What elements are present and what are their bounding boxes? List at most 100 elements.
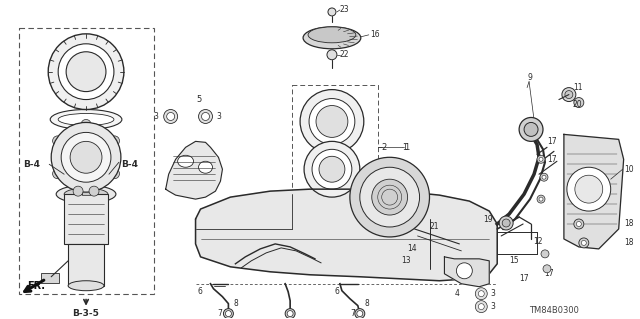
Circle shape — [357, 311, 363, 316]
Circle shape — [58, 44, 114, 100]
Text: 16: 16 — [370, 30, 380, 39]
Text: 9: 9 — [527, 73, 532, 82]
Text: 23: 23 — [340, 5, 349, 14]
Ellipse shape — [58, 114, 114, 125]
Text: 21: 21 — [429, 222, 439, 232]
Circle shape — [287, 311, 293, 316]
Text: 17: 17 — [519, 274, 529, 283]
Bar — [82, 187, 90, 195]
Circle shape — [579, 238, 589, 248]
Text: FR.: FR. — [28, 281, 45, 291]
Text: 7: 7 — [350, 309, 355, 318]
Text: 18: 18 — [625, 219, 634, 228]
Ellipse shape — [308, 27, 356, 43]
Circle shape — [537, 155, 545, 163]
Circle shape — [524, 122, 538, 137]
Circle shape — [543, 265, 551, 273]
Circle shape — [61, 132, 111, 182]
Circle shape — [70, 141, 102, 173]
Circle shape — [223, 308, 234, 319]
Polygon shape — [444, 257, 489, 287]
Ellipse shape — [68, 281, 104, 291]
Circle shape — [581, 241, 586, 245]
Circle shape — [539, 157, 543, 161]
Text: 8: 8 — [234, 299, 238, 308]
Ellipse shape — [64, 188, 108, 200]
Circle shape — [198, 109, 212, 123]
Text: 12: 12 — [533, 237, 543, 246]
Text: 13: 13 — [402, 256, 412, 265]
Text: 17: 17 — [544, 269, 554, 278]
Text: 7: 7 — [218, 309, 223, 318]
Circle shape — [542, 175, 546, 179]
Circle shape — [372, 179, 408, 215]
Text: 6: 6 — [198, 287, 202, 296]
Circle shape — [541, 250, 549, 258]
Circle shape — [350, 157, 429, 237]
Bar — [68, 244, 104, 286]
Circle shape — [81, 120, 91, 130]
Bar — [292, 85, 378, 194]
Text: 5: 5 — [196, 95, 202, 104]
Text: 18: 18 — [625, 238, 634, 248]
Text: 2: 2 — [381, 143, 387, 152]
Ellipse shape — [56, 185, 116, 203]
Circle shape — [285, 308, 295, 319]
Circle shape — [565, 91, 573, 99]
Circle shape — [567, 167, 611, 211]
Text: 22: 22 — [340, 50, 349, 59]
Text: 3: 3 — [490, 289, 495, 298]
Ellipse shape — [50, 109, 122, 130]
Polygon shape — [166, 141, 223, 199]
Circle shape — [202, 113, 209, 121]
Circle shape — [539, 197, 543, 201]
Circle shape — [166, 113, 175, 121]
Circle shape — [312, 149, 352, 189]
Text: B-3-5: B-3-5 — [72, 309, 99, 318]
Circle shape — [577, 221, 581, 226]
Circle shape — [355, 308, 365, 319]
Text: 3: 3 — [490, 302, 495, 311]
Circle shape — [51, 122, 121, 192]
Circle shape — [519, 117, 543, 141]
Bar — [41, 273, 59, 283]
Text: 1: 1 — [404, 143, 409, 152]
Circle shape — [575, 175, 603, 203]
Circle shape — [304, 141, 360, 197]
Circle shape — [319, 156, 345, 182]
Circle shape — [300, 90, 364, 153]
Circle shape — [562, 88, 576, 101]
Text: 6: 6 — [335, 287, 340, 296]
Circle shape — [327, 50, 337, 60]
Circle shape — [360, 167, 420, 227]
Circle shape — [574, 219, 584, 229]
Circle shape — [81, 185, 91, 195]
Circle shape — [499, 216, 513, 230]
Circle shape — [456, 263, 472, 279]
Circle shape — [478, 291, 484, 297]
Circle shape — [502, 219, 510, 227]
Circle shape — [89, 186, 99, 196]
Text: 14: 14 — [408, 244, 417, 253]
Polygon shape — [564, 134, 623, 249]
Circle shape — [537, 195, 545, 203]
Text: B-4: B-4 — [23, 160, 40, 169]
Circle shape — [574, 98, 584, 108]
Text: 3: 3 — [216, 112, 221, 121]
Text: B-4: B-4 — [121, 160, 138, 169]
Bar — [19, 28, 154, 294]
Text: TM84B0300: TM84B0300 — [529, 306, 579, 315]
Ellipse shape — [198, 161, 212, 173]
Text: 3: 3 — [154, 112, 159, 121]
Text: 10: 10 — [625, 165, 634, 174]
Circle shape — [328, 8, 336, 16]
Text: 17: 17 — [547, 155, 557, 164]
Text: 17: 17 — [547, 137, 557, 146]
Text: 1: 1 — [403, 143, 408, 152]
Text: 19: 19 — [484, 214, 493, 224]
Text: 20: 20 — [573, 100, 582, 109]
Circle shape — [309, 99, 355, 145]
Circle shape — [316, 106, 348, 137]
Polygon shape — [196, 189, 497, 281]
Circle shape — [478, 304, 484, 310]
